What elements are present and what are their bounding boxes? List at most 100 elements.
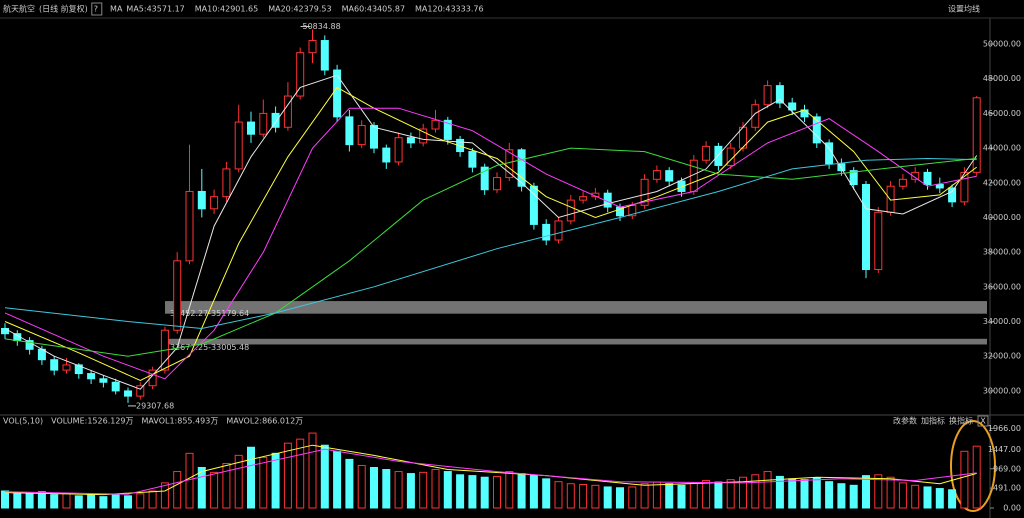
header-text: MA10:42901.65	[195, 5, 258, 14]
ma-line	[4, 444, 977, 496]
volume-bar	[320, 444, 329, 509]
header-text: 航天航空	[3, 4, 35, 14]
candle-body	[25, 340, 34, 350]
y-tick-label: 969.00	[993, 464, 1021, 473]
volume-bar	[935, 488, 944, 509]
volume-bar	[812, 477, 821, 509]
candle-body	[87, 373, 96, 380]
volume-bar	[160, 482, 169, 509]
volume-bar	[677, 484, 686, 509]
volume-bar	[616, 487, 624, 509]
settings-button[interactable]: 设置均线	[948, 4, 980, 14]
volume-bar	[579, 484, 588, 509]
volume-bar	[960, 450, 969, 509]
volume-bar	[259, 456, 268, 509]
volume-bar	[591, 484, 600, 509]
candle-body	[210, 196, 219, 210]
candle-body	[259, 112, 268, 135]
volume-bar	[689, 482, 698, 509]
y-tick-label: 34000.00	[983, 317, 1021, 326]
volume-bar	[972, 445, 981, 509]
volume-bar	[714, 481, 723, 509]
min-annotation: 29307.68	[136, 401, 174, 410]
indicator-button[interactable]: 改参数	[893, 416, 917, 426]
candle-body	[124, 390, 132, 397]
price-band	[165, 301, 987, 314]
volume-bar	[726, 479, 735, 509]
volume-bar	[628, 486, 637, 509]
candle-body	[185, 190, 194, 262]
candle-body	[99, 378, 108, 383]
volume-header: VOL(5,10)	[3, 417, 43, 426]
y-tick-label: 46000.00	[983, 109, 1021, 118]
candle-body	[493, 177, 501, 191]
volume-bar	[37, 491, 46, 509]
volume-bar	[333, 450, 342, 509]
candle-body	[419, 128, 428, 144]
volume-bar	[173, 471, 182, 509]
volume-bar	[702, 479, 711, 509]
band-label: 32677.25-33005.48	[170, 343, 249, 352]
y-tick-label: 42000.00	[983, 178, 1021, 187]
volume-bar	[13, 492, 22, 509]
volume-bar	[948, 489, 957, 509]
candle-body	[456, 138, 465, 153]
volume-bar	[763, 471, 772, 509]
candle-body	[406, 137, 415, 144]
volume-bar	[468, 475, 477, 509]
volume-bar	[874, 474, 883, 509]
candle-body	[333, 69, 342, 118]
volume-bar	[382, 469, 391, 509]
volume-bar	[566, 483, 575, 509]
volume-header: MAVOL2:866.012万	[226, 417, 303, 426]
volume-bar	[652, 481, 661, 509]
indicator-button[interactable]: 换指标	[949, 416, 973, 426]
header-text[interactable]: ?	[94, 5, 98, 14]
candle-body	[345, 116, 354, 146]
y-tick-label: 36000.00	[983, 282, 1021, 291]
candle-body	[579, 196, 588, 201]
y-tick-label: 32000.00	[983, 352, 1021, 361]
indicator-button[interactable]: 加指标	[921, 416, 945, 426]
header-text: MA	[110, 5, 123, 14]
candle-body	[234, 121, 243, 170]
candle-body	[923, 171, 932, 186]
volume-bar	[234, 454, 243, 509]
volume-bar	[370, 467, 378, 509]
candle-body	[111, 381, 120, 392]
candle-body	[665, 170, 674, 182]
close-box[interactable]	[977, 415, 989, 427]
candle-body	[898, 178, 907, 187]
candle-body	[960, 171, 969, 203]
close-button[interactable]: X	[980, 417, 986, 426]
volume-bar	[99, 496, 108, 509]
candle-body	[714, 145, 723, 166]
candle-body	[480, 166, 489, 191]
y-tick-label: 0.00	[1003, 504, 1021, 513]
candle-body	[874, 211, 883, 271]
candle-body	[862, 184, 870, 271]
candle-body	[247, 121, 255, 135]
volume-bar	[271, 452, 280, 509]
volume-bar	[222, 462, 231, 509]
header-text: MA20:42379.53	[268, 5, 331, 14]
volume-bar	[296, 438, 305, 509]
candle-body	[788, 102, 797, 111]
volume-bar	[87, 493, 96, 509]
y-tick-label: 491.00	[993, 484, 1021, 493]
volume-bar	[640, 483, 649, 509]
candle-body	[370, 125, 378, 149]
volume-bar	[898, 482, 907, 509]
volume-bar	[923, 486, 932, 509]
candle-body	[382, 147, 391, 163]
candle-body	[702, 145, 711, 161]
candle-body	[972, 97, 981, 173]
volume-bar	[517, 473, 526, 509]
volume-bar	[886, 476, 895, 509]
volume-bar	[788, 478, 797, 509]
help-box[interactable]	[91, 2, 103, 16]
volume-bar	[406, 473, 415, 509]
volume-bar	[751, 474, 760, 509]
volume-bar	[456, 474, 465, 509]
